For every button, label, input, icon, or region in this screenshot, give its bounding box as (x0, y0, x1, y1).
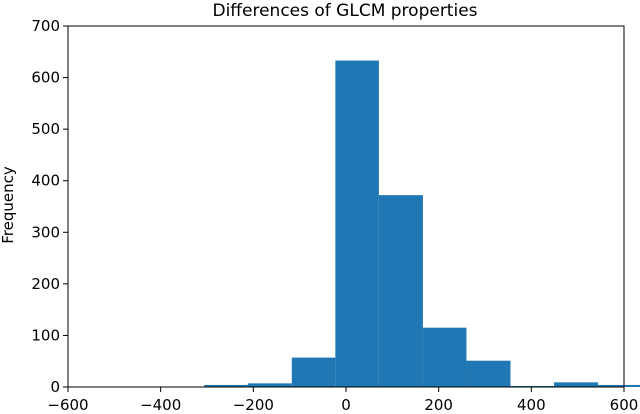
y-axis-label: Frequency (0, 166, 17, 244)
y-tick-label: 300 (31, 223, 60, 241)
histogram-bar-4 (291, 357, 336, 387)
histogram-bar-8 (466, 360, 511, 387)
y-tick-label: 0 (50, 378, 60, 396)
histogram-bar-10 (554, 382, 599, 387)
x-tick-label: 200 (424, 396, 453, 414)
y-tick-label: 100 (31, 326, 60, 344)
y-tick-label: 700 (31, 17, 60, 35)
chart-title: Differences of GLCM properties (212, 1, 477, 21)
y-tick-label: 600 (31, 69, 60, 87)
histogram-bar-6 (378, 195, 423, 387)
plot-frame (67, 25, 625, 388)
x-axis-ticks: −600 −400 −200 0 200 400 600 (47, 387, 638, 414)
y-axis-ticks: 0 100 200 300 400 500 600 700 (31, 17, 68, 396)
histogram-bar-7 (422, 327, 467, 387)
x-tick-label: −400 (140, 396, 181, 414)
y-tick-label: 200 (31, 275, 60, 293)
y-tick-label: 400 (31, 172, 60, 190)
histogram-bar-11 (598, 384, 640, 387)
histogram-bar-9 (510, 385, 555, 387)
y-tick-label: 500 (31, 120, 60, 138)
bars-group (116, 60, 640, 387)
x-tick-label: 0 (341, 396, 351, 414)
x-tick-label: −200 (233, 396, 274, 414)
histogram-bar-2 (204, 384, 248, 387)
histogram-bar-5 (335, 60, 379, 387)
x-tick-label: −600 (47, 396, 88, 414)
x-tick-label: 600 (610, 396, 639, 414)
histogram-bar-3 (247, 383, 292, 387)
x-tick-label: 400 (517, 396, 546, 414)
